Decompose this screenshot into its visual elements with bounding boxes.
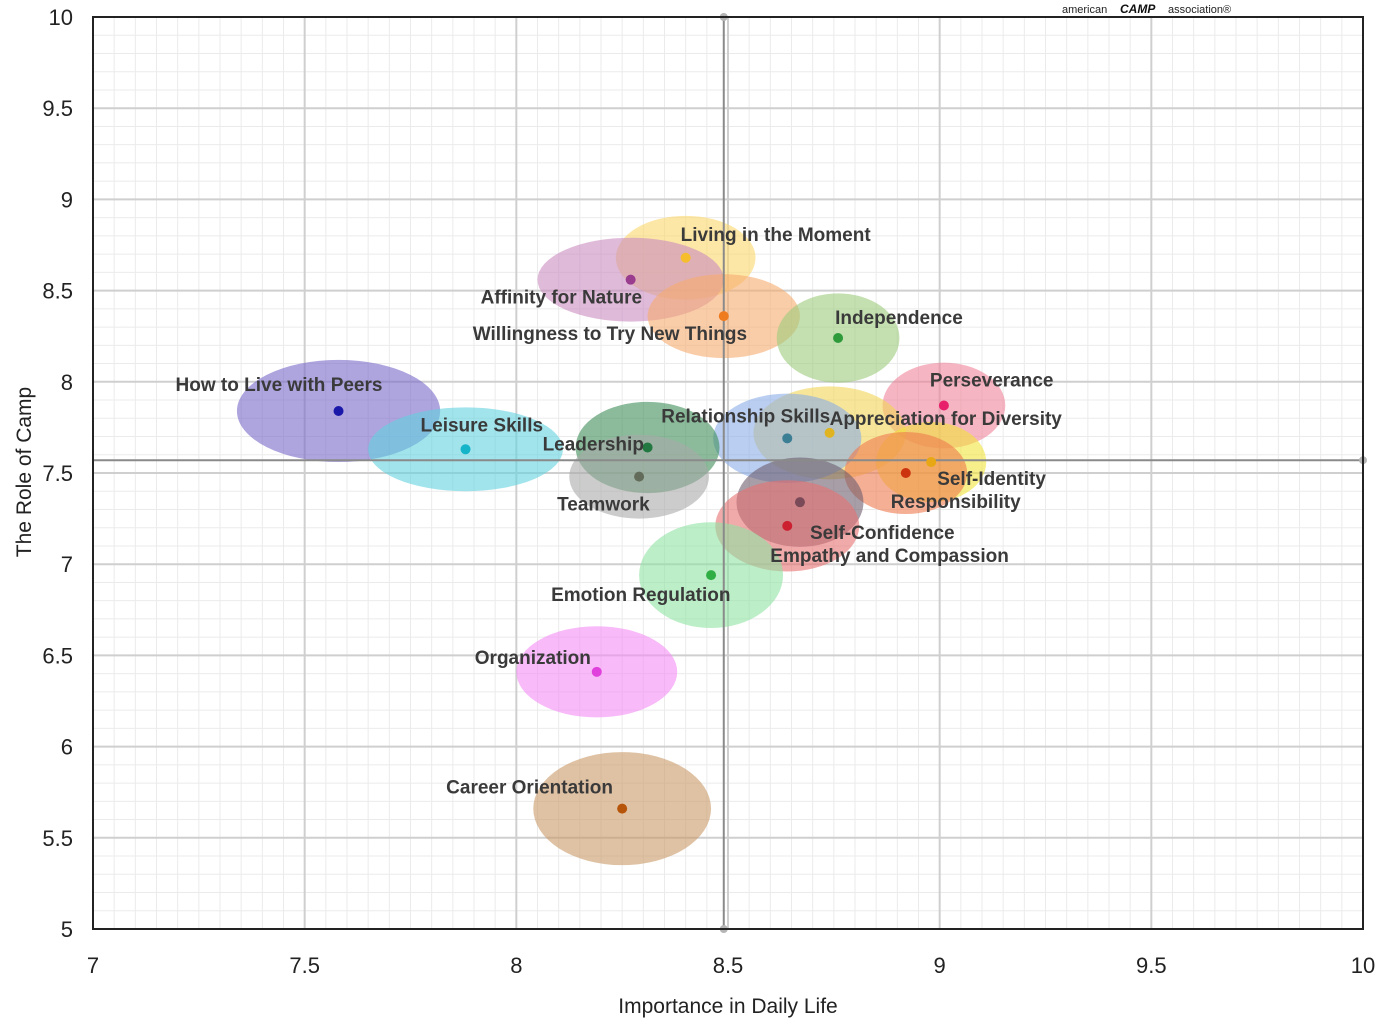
y-tick-label: 7.5 [42,461,73,486]
tick-labels: 7 7.5 8 8.5 9 9.5 10 5 5.5 6 6.5 7 7.5 8 8.5 9 9.5 10 [42,5,1375,978]
plot-border [92,16,1364,930]
label-empathy-and-compassion: Empathy and Compassion [770,546,1009,567]
x-tick-label: 7 [87,953,99,978]
point-self-confidence [794,497,805,508]
point-career-orientation [617,803,628,814]
x-tick-label: 7.5 [289,953,320,978]
point-markers [333,252,949,814]
label-independence: Independence [835,308,963,329]
label-leisure-skills: Leisure Skills [421,415,544,436]
y-tick-label: 9.5 [42,96,73,121]
label-affinity-for-nature: Affinity for Nature [481,288,642,309]
camp-logo: american CAMP association® [1062,2,1231,16]
label-appreciation-for-diversity: Appreciation for Diversity [830,409,1063,430]
point-emotion-regulation [706,570,717,581]
y-tick-label: 7 [61,552,73,577]
x-tick-label: 9.5 [1136,953,1167,978]
point-relationship-skills [782,433,793,444]
label-emotion-regulation: Emotion Regulation [551,585,730,606]
point-leisure-skills [460,444,471,455]
point-affinity-for-nature [625,274,636,285]
x-tick-label: 8.5 [713,953,744,978]
label-self-confidence: Self-Confidence [810,523,955,544]
label-responsibility: Responsibility [891,492,1021,513]
y-tick-label: 6 [61,735,73,760]
label-organization: Organization [475,648,591,669]
point-empathy-and-compassion [782,520,793,531]
y-tick-label: 8 [61,370,73,395]
label-career-orientation: Career Orientation [446,778,613,799]
bubble-layer [236,215,1006,866]
label-living-in-the-moment: Living in the Moment [681,225,872,246]
point-leadership [642,442,653,453]
label-willingness-to-try-new-things: Willingness to Try New Things [473,324,747,345]
point-perseverance [938,400,949,411]
y-tick-label: 5.5 [42,826,73,851]
y-axis-title: The Role of Camp [13,387,36,557]
y-tick-label: 8.5 [42,279,73,304]
logo-text-camp: CAMP [1120,2,1156,16]
x-tick-label: 10 [1351,953,1375,978]
y-tick-label: 5 [61,917,73,942]
label-relationship-skills: Relationship Skills [661,406,830,427]
point-organization [591,666,602,677]
label-teamwork: Teamwork [557,495,650,516]
point-living-in-the-moment [680,252,691,263]
label-self-identity: Self-Identity [937,469,1046,490]
plot-frame [92,16,1364,930]
point-self-identity [926,457,937,468]
y-tick-label: 6.5 [42,643,73,668]
label-leadership: Leadership [543,434,644,455]
x-axis-title: Importance in Daily Life [618,995,837,1018]
logo-text-left: american [1062,4,1107,16]
point-how-to-live-with-peers [333,405,344,416]
point-appreciation-for-diversity [824,427,835,438]
logo-text-right: association® [1168,4,1231,16]
point-independence [833,333,844,344]
x-tick-label: 9 [934,953,946,978]
point-teamwork [634,471,645,482]
label-perseverance: Perseverance [930,371,1054,392]
point-responsibility [900,468,911,478]
y-tick-label: 10 [49,5,73,30]
y-tick-label: 9 [61,187,73,212]
x-tick-label: 8 [510,953,522,978]
reference-lines [93,13,1367,933]
point-labels: Living in the Moment Affinity for Nature W… [176,225,1063,799]
label-how-to-live-with-peers: How to Live with Peers [176,375,383,396]
point-willingness-to-try-new-things [718,311,729,322]
